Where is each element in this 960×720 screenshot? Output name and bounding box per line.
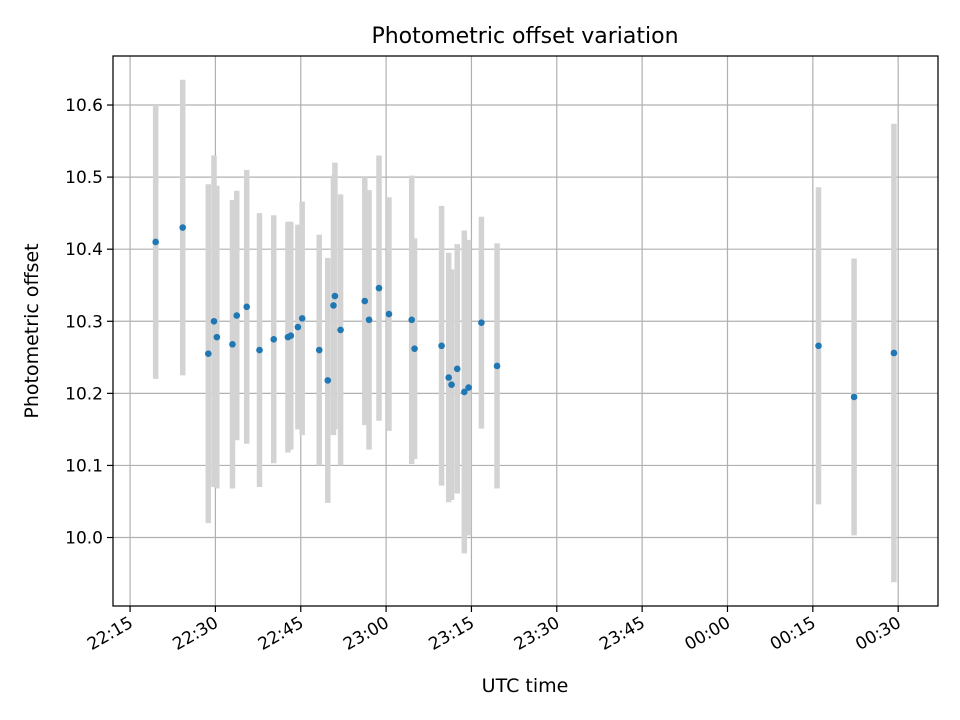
grid-lines bbox=[113, 56, 938, 606]
data-point bbox=[445, 374, 452, 381]
data-point bbox=[385, 310, 393, 318]
data-point bbox=[465, 384, 472, 391]
data-point bbox=[331, 292, 339, 300]
data-points bbox=[152, 224, 898, 401]
y-tick-label: 10.5 bbox=[65, 168, 103, 188]
data-point bbox=[270, 335, 278, 343]
y-tick-label: 10.0 bbox=[65, 529, 103, 549]
data-point bbox=[438, 342, 445, 350]
data-point bbox=[850, 393, 858, 401]
data-point bbox=[213, 333, 221, 341]
data-point bbox=[448, 381, 455, 389]
data-point bbox=[229, 341, 236, 348]
y-tick-label: 10.2 bbox=[65, 384, 103, 404]
data-point bbox=[493, 362, 501, 370]
data-point bbox=[375, 284, 383, 292]
data-point bbox=[337, 326, 344, 334]
data-point bbox=[890, 349, 898, 357]
data-point bbox=[243, 303, 251, 311]
data-point bbox=[294, 323, 302, 331]
data-point bbox=[179, 224, 186, 231]
plot-area-frame bbox=[112, 55, 939, 607]
data-point bbox=[233, 312, 241, 319]
data-point bbox=[324, 377, 332, 384]
y-tick-label: 10.3 bbox=[65, 312, 103, 332]
data-point bbox=[453, 365, 461, 373]
data-point bbox=[298, 315, 306, 322]
y-tick-label: 10.1 bbox=[65, 456, 103, 476]
data-point bbox=[210, 317, 218, 325]
data-point bbox=[815, 342, 822, 350]
data-point bbox=[256, 346, 263, 354]
chart-title: Photometric offset variation bbox=[371, 24, 678, 49]
y-tick-label: 10.4 bbox=[65, 240, 103, 260]
data-point bbox=[330, 302, 337, 309]
y-axis-label: Photometric offset bbox=[21, 243, 43, 418]
data-point bbox=[365, 316, 373, 324]
y-axis-ticks: 10.0 10.1 10.2 10.3 10.4 10.5 10.6 bbox=[65, 96, 113, 549]
y-tick-label: 10.6 bbox=[65, 96, 103, 116]
data-point bbox=[205, 350, 212, 358]
data-point bbox=[361, 297, 369, 305]
data-point bbox=[411, 345, 418, 352]
data-point bbox=[287, 332, 295, 339]
data-point bbox=[461, 388, 468, 396]
data-point bbox=[152, 238, 159, 246]
x-axis-label: UTC time bbox=[482, 675, 569, 697]
data-point bbox=[408, 316, 416, 324]
data-point bbox=[478, 319, 485, 327]
data-point bbox=[315, 346, 323, 354]
